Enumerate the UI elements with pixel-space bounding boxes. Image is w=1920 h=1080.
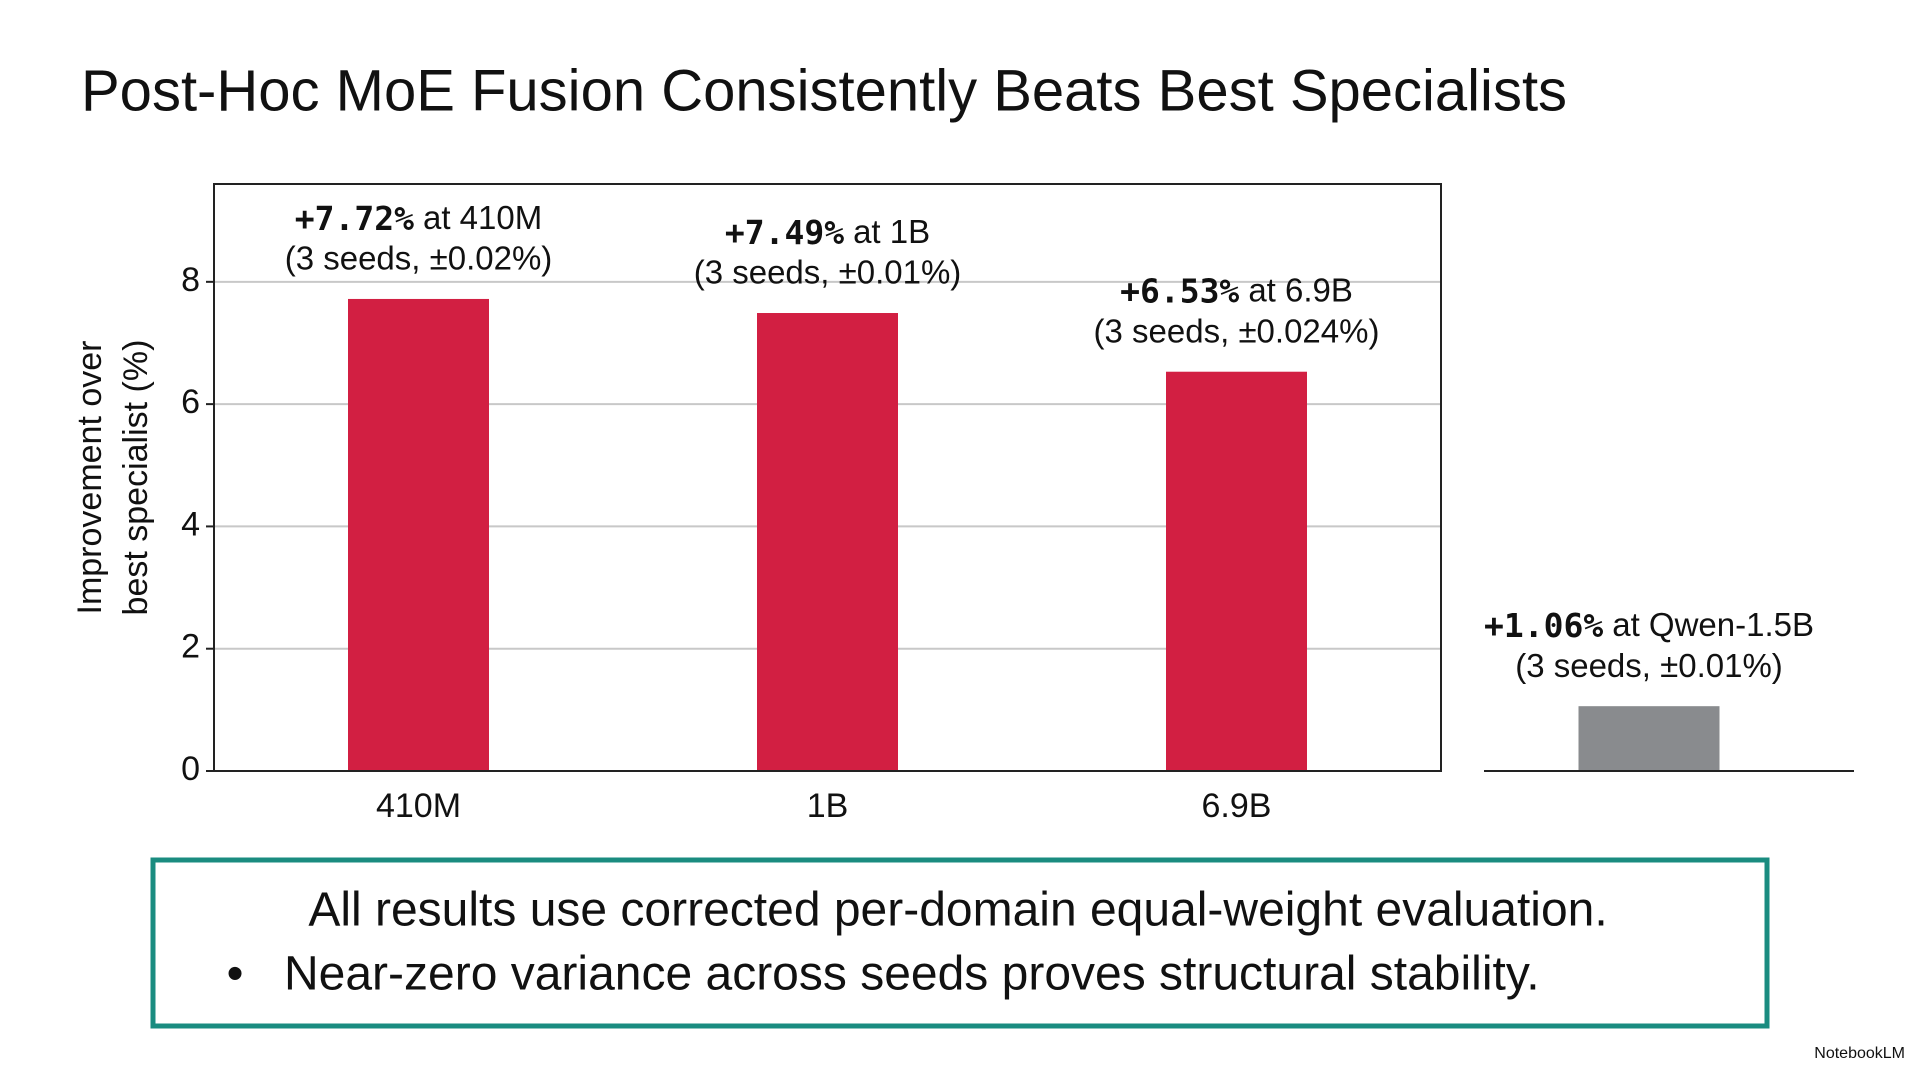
value-label: +7.49% at 1B	[725, 213, 930, 252]
callout-bullet: Near-zero variance across seeds proves s…	[284, 948, 1540, 1001]
value-suffix: at Qwen-1.5B	[1612, 606, 1814, 643]
y-tick-label: 4	[181, 505, 200, 543]
value-number: +6.53%	[1120, 271, 1239, 310]
callout-text: All results use corrected per-domain equ…	[308, 884, 1607, 937]
plot-frame	[213, 183, 1442, 772]
value-number: +1.06%	[1484, 606, 1603, 645]
value-suffix: at 410M	[423, 199, 542, 236]
seed-note: (3 seeds, ±0.024%)	[1094, 312, 1380, 349]
seed-note: (3 seeds, ±0.01%)	[694, 254, 962, 291]
bar	[757, 313, 898, 771]
value-suffix: at 6.9B	[1248, 271, 1353, 308]
value-label: +7.72% at 410M	[295, 198, 542, 237]
value-label: +1.06% at Qwen-1.5B	[1484, 606, 1814, 645]
footer: NotebookLM	[1814, 1045, 1905, 1062]
value-suffix: at 1B	[853, 213, 930, 250]
seed-note: (3 seeds, ±0.01%)	[1515, 647, 1783, 684]
y-tick-label: 0	[181, 750, 200, 788]
bar	[1578, 706, 1720, 771]
x-tick-label: 1B	[807, 787, 849, 825]
slide-title: Post-Hoc MoE Fusion Consistently Beats B…	[81, 58, 1567, 123]
value-number: +7.72%	[295, 198, 414, 237]
seed-note: (3 seeds, ±0.02%)	[285, 240, 553, 277]
bar	[348, 298, 489, 771]
callout-box	[150, 857, 1770, 1029]
bullet: •	[227, 948, 244, 1001]
y-tick-label: 2	[181, 628, 200, 666]
x-tick-label: 410M	[376, 787, 461, 825]
bar	[1166, 371, 1307, 771]
value-number: +7.49%	[725, 213, 844, 252]
value-label: +6.53% at 6.9B	[1120, 271, 1353, 310]
x-tick-label: 6.9B	[1202, 787, 1272, 825]
y-tick-label: 6	[181, 383, 200, 421]
y-tick-label: 8	[181, 261, 200, 299]
y-axis-label: best specialist (%)	[117, 340, 155, 616]
y-axis-label: Improvement over	[71, 341, 109, 615]
